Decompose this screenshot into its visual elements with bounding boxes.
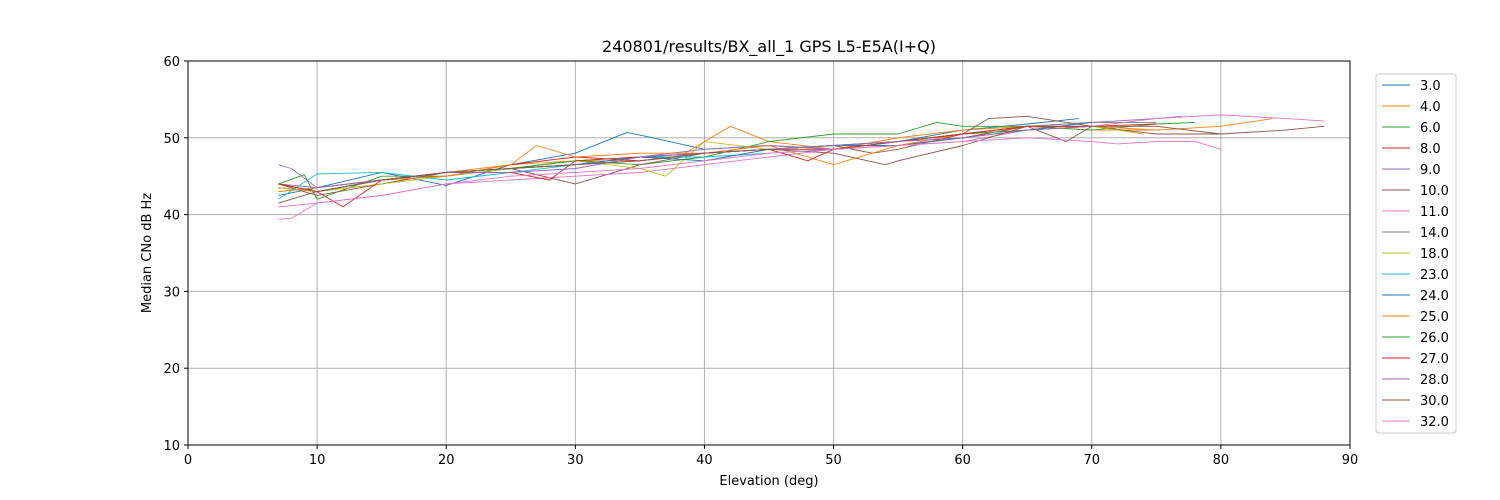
legend-label: 14.0 xyxy=(1420,226,1449,241)
legend-item: 10.0 xyxy=(1382,184,1449,199)
legend-item: 9.0 xyxy=(1382,163,1441,178)
legend-item: 8.0 xyxy=(1382,142,1441,157)
legend-item: 26.0 xyxy=(1382,331,1449,346)
legend-label: 8.0 xyxy=(1420,142,1441,157)
legend-box xyxy=(1375,73,1457,434)
y-tick-label: 20 xyxy=(163,362,180,377)
plot-frame xyxy=(187,60,1351,446)
legend-items: 3.0 4.0 6.0 8.0 9.0 10.0 11.0 14.0 18.0 23.0 24.0 2… xyxy=(1382,79,1449,430)
legend-item: 18.0 xyxy=(1382,247,1449,262)
legend-label: 26.0 xyxy=(1420,331,1449,346)
x-tick-label: 10 xyxy=(309,453,326,468)
legend-label: 27.0 xyxy=(1420,352,1449,367)
x-tick-label: 80 xyxy=(1213,453,1230,468)
y-tick-label: 10 xyxy=(163,439,180,454)
legend-item: 4.0 xyxy=(1382,100,1441,115)
series-line-28.0 xyxy=(278,125,1092,189)
legend-label: 32.0 xyxy=(1420,415,1449,430)
legend-label: 10.0 xyxy=(1420,184,1449,199)
legend-item: 6.0 xyxy=(1382,121,1441,136)
legend-item: 23.0 xyxy=(1382,268,1449,283)
x-tick-label: 20 xyxy=(438,453,455,468)
y-tick-label: 30 xyxy=(163,285,180,300)
legend-label: 24.0 xyxy=(1420,289,1449,304)
y-tick-label: 50 xyxy=(163,132,180,147)
series-line-3.0 xyxy=(278,118,1079,196)
y-tick-label: 40 xyxy=(163,209,180,224)
y-tick-label: 60 xyxy=(163,55,180,70)
legend-item: 25.0 xyxy=(1382,310,1449,325)
legend-label: 9.0 xyxy=(1420,163,1441,178)
legend-item: 11.0 xyxy=(1382,205,1449,220)
x-tick-label: 60 xyxy=(954,453,971,468)
series-lines xyxy=(278,114,1325,220)
legend-label: 4.0 xyxy=(1420,100,1441,115)
x-tick-label: 30 xyxy=(567,453,584,468)
legend-label: 23.0 xyxy=(1420,268,1449,283)
legend-label: 6.0 xyxy=(1420,121,1441,136)
legend-item: 27.0 xyxy=(1382,352,1449,367)
x-tick-label: 70 xyxy=(1084,453,1101,468)
legend-label: 28.0 xyxy=(1420,373,1449,388)
legend-label: 25.0 xyxy=(1420,310,1449,325)
legend-item: 30.0 xyxy=(1382,394,1449,409)
chart-title: 240801/results/BX_all_1 GPS L5-E5A(I+Q) xyxy=(602,37,936,57)
legend-label: 11.0 xyxy=(1420,205,1449,220)
x-tick-label: 0 xyxy=(184,453,192,468)
legend-label: 30.0 xyxy=(1420,394,1449,409)
x-axis-title: Elevation (deg) xyxy=(719,474,818,489)
y-axis-title: Median CNo dB Hz xyxy=(140,193,155,313)
x-tick-label: 50 xyxy=(825,453,842,468)
legend-item: 14.0 xyxy=(1382,226,1449,241)
legend-item: 32.0 xyxy=(1382,415,1449,430)
x-tick-label: 90 xyxy=(1342,453,1359,468)
legend-item: 24.0 xyxy=(1382,289,1449,304)
series-line-32.0 xyxy=(278,137,1222,208)
legend-label: 18.0 xyxy=(1420,247,1449,262)
legend-item: 3.0 xyxy=(1382,79,1441,94)
legend-item: 28.0 xyxy=(1382,373,1449,388)
x-tick-label: 40 xyxy=(696,453,713,468)
legend-label: 3.0 xyxy=(1420,79,1441,94)
axis-ticks: 0 10 20 30 40 50 60 70 80 90 10 20 30 40 50 60 xyxy=(163,55,1358,468)
legend: 3.0 4.0 6.0 8.0 9.0 10.0 11.0 14.0 18.0 23.0 24.0 2… xyxy=(1375,73,1457,434)
